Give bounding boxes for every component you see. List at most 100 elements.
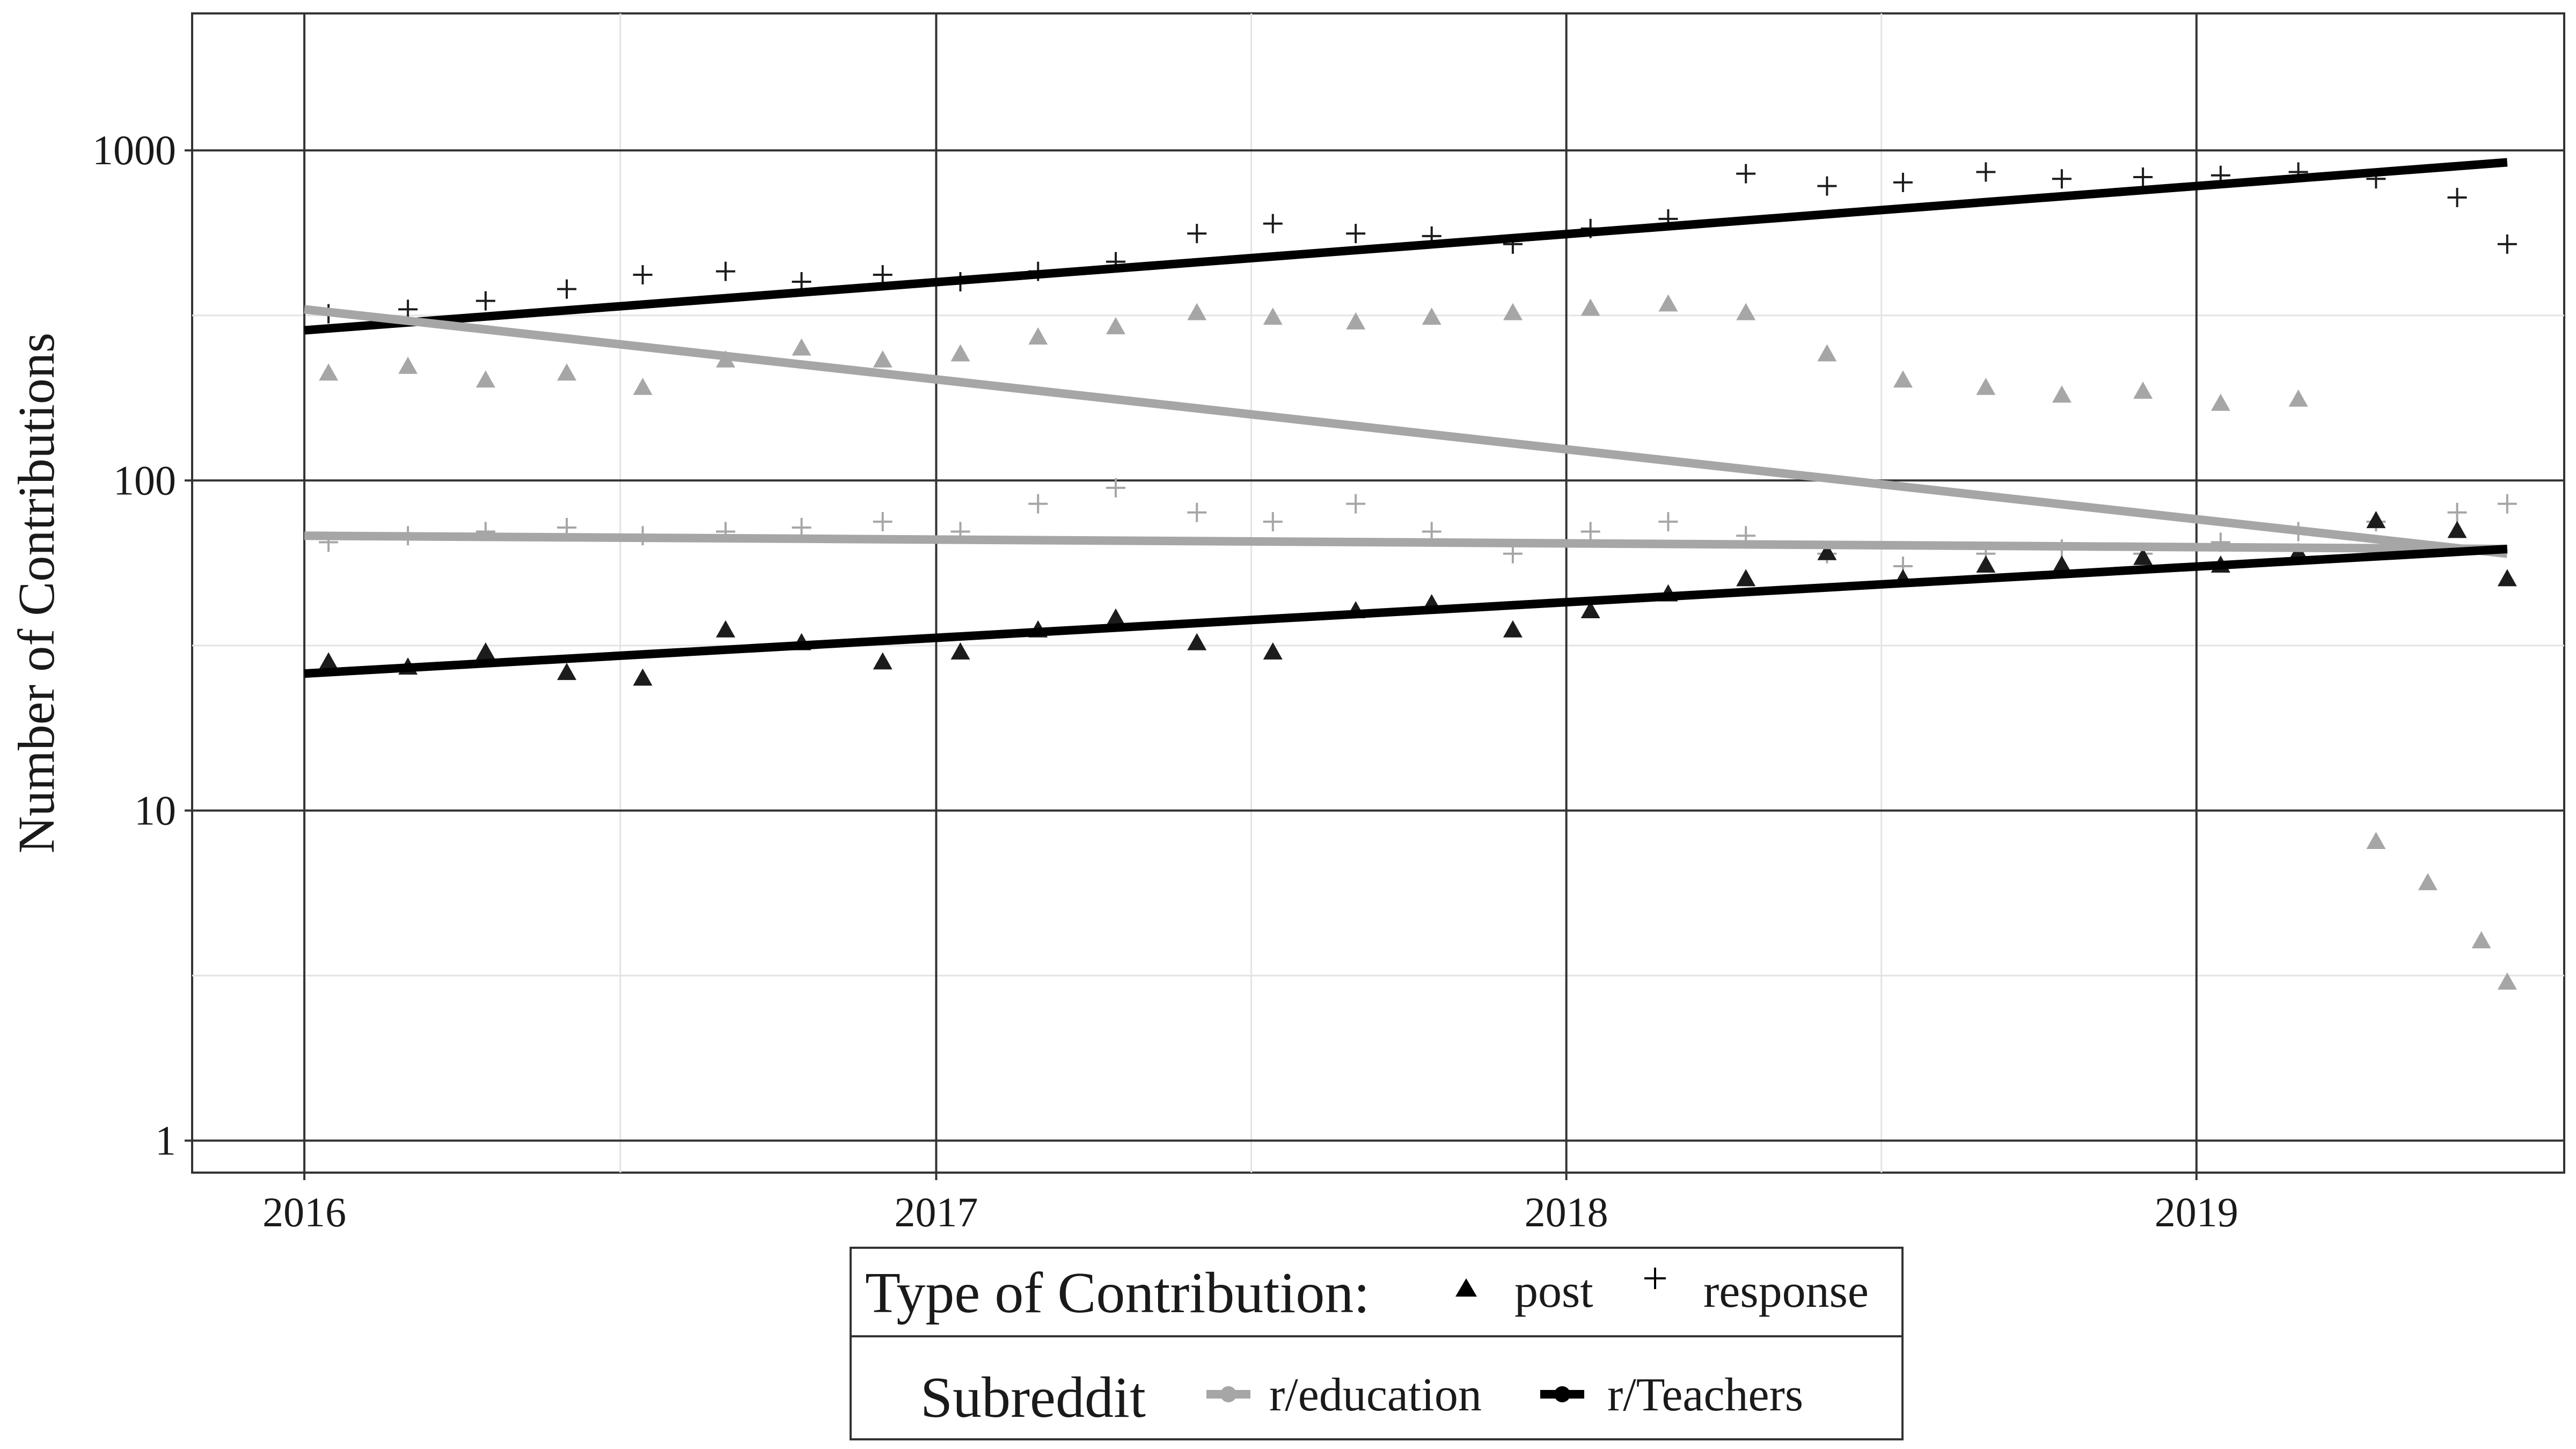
post-point bbox=[1817, 344, 1837, 362]
response-point bbox=[1028, 494, 1048, 514]
x-tick-label: 2019 bbox=[2155, 1189, 2238, 1235]
legend-response-plus-icon bbox=[1644, 1268, 1666, 1289]
x-tick-label: 2017 bbox=[894, 1189, 978, 1235]
y-axis: 1 10 100 1000 bbox=[92, 127, 192, 1163]
legend-education-swatch-icon bbox=[1206, 1386, 1250, 1402]
legend-teachers-label: r/Teachers bbox=[1607, 1369, 1803, 1421]
legend-type-title: Type of Contribution: bbox=[865, 1261, 1370, 1325]
post-point bbox=[1503, 303, 1523, 320]
trend-line bbox=[304, 531, 2507, 553]
post-point bbox=[2052, 385, 2072, 403]
response-point bbox=[1580, 522, 1600, 541]
post-point bbox=[1736, 569, 1756, 587]
post-point bbox=[319, 363, 339, 381]
post-point bbox=[2133, 381, 2153, 399]
response-point bbox=[2447, 502, 2467, 522]
post-point bbox=[633, 377, 653, 395]
response-point bbox=[1422, 522, 1441, 541]
legend: Type of Contribution: post response Subr… bbox=[850, 1247, 1904, 1440]
post-point bbox=[1736, 303, 1756, 320]
post-point bbox=[1263, 308, 1283, 325]
post-point bbox=[2418, 873, 2438, 890]
legend-box-subreddit bbox=[850, 1335, 1904, 1440]
response-point bbox=[2497, 494, 2517, 514]
post-point bbox=[2447, 521, 2467, 538]
response-point bbox=[1263, 214, 1283, 233]
post-point bbox=[319, 652, 339, 670]
post-point bbox=[1028, 327, 1048, 345]
response-point bbox=[398, 299, 418, 319]
y-tick-label: 10 bbox=[134, 787, 176, 833]
x-axis: 2016 2017 2018 2019 bbox=[262, 1173, 2238, 1235]
post-point bbox=[2052, 555, 2072, 573]
post-point bbox=[2288, 389, 2308, 407]
post-point bbox=[557, 663, 577, 680]
response-point bbox=[2052, 169, 2072, 189]
post-point bbox=[2211, 393, 2230, 411]
post-point bbox=[2366, 511, 2386, 529]
response-point bbox=[1893, 172, 1913, 192]
response-point bbox=[557, 279, 577, 299]
response-point bbox=[792, 518, 811, 538]
y-tick-label: 1 bbox=[155, 1117, 176, 1163]
trend-lines bbox=[304, 158, 2508, 678]
post-point bbox=[475, 642, 495, 660]
legend-box-type bbox=[850, 1247, 1904, 1337]
legend-teachers-swatch-icon bbox=[1540, 1386, 1584, 1402]
post-point bbox=[873, 652, 892, 670]
post-point bbox=[950, 344, 970, 362]
grid-lines bbox=[192, 13, 2564, 1173]
y-tick-label: 1000 bbox=[92, 127, 176, 173]
response-point bbox=[1106, 478, 1126, 497]
post-point bbox=[1580, 298, 1600, 316]
legend-post-label: post bbox=[1514, 1265, 1593, 1318]
trend-line bbox=[304, 544, 2508, 678]
post-point bbox=[633, 668, 653, 686]
post-point bbox=[2497, 569, 2517, 587]
legend-post-triangle-icon bbox=[1455, 1278, 1477, 1297]
post-point bbox=[398, 356, 418, 374]
post-point bbox=[1187, 633, 1207, 650]
post-point bbox=[2366, 831, 2386, 849]
post-point bbox=[1106, 608, 1126, 626]
post-point bbox=[1263, 642, 1283, 660]
response-point bbox=[2497, 234, 2517, 254]
response-point bbox=[1658, 512, 1678, 532]
post-point bbox=[950, 642, 970, 660]
post-point bbox=[2133, 547, 2153, 565]
response-point bbox=[873, 512, 892, 532]
response-point bbox=[1187, 224, 1207, 244]
legend-response-label: response bbox=[1703, 1265, 1869, 1318]
post-point bbox=[873, 350, 892, 368]
response-point bbox=[1976, 162, 1996, 182]
post-point bbox=[2497, 972, 2517, 990]
response-point bbox=[1263, 512, 1283, 532]
response-point bbox=[2447, 187, 2467, 207]
post-point bbox=[716, 620, 736, 638]
response-point bbox=[2133, 167, 2153, 187]
response-point bbox=[1817, 176, 1837, 196]
post-point bbox=[1976, 377, 1996, 395]
response-point bbox=[475, 291, 495, 311]
response-point bbox=[716, 261, 736, 281]
x-tick-label: 2018 bbox=[1525, 1189, 1608, 1235]
x-tick-label: 2016 bbox=[262, 1189, 346, 1235]
post-point bbox=[1976, 555, 1996, 573]
legend-education-label: r/education bbox=[1269, 1369, 1482, 1421]
post-point bbox=[557, 363, 577, 381]
trend-line bbox=[304, 305, 2508, 558]
trend-line bbox=[304, 158, 2508, 335]
y-tick-label: 100 bbox=[113, 457, 176, 503]
response-point bbox=[873, 265, 892, 284]
post-point bbox=[792, 338, 811, 356]
legend-subreddit-title: Subreddit bbox=[920, 1366, 1146, 1430]
post-point bbox=[475, 370, 495, 388]
response-point bbox=[1187, 502, 1207, 522]
post-point bbox=[1580, 601, 1600, 619]
plot-panel bbox=[191, 12, 2565, 1174]
post-point bbox=[2471, 931, 2491, 949]
post-point bbox=[1893, 370, 1913, 388]
post-point bbox=[1187, 303, 1207, 320]
post-point bbox=[1658, 294, 1678, 312]
